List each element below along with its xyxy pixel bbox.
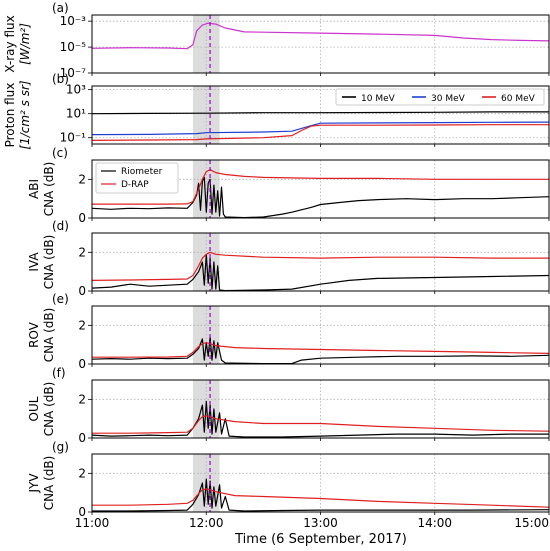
- y-axis-title-line: CNA (dB): [42, 308, 56, 363]
- legend-entry: 30 MeV: [431, 94, 466, 104]
- series-p10-line: [91, 111, 549, 115]
- series-riometer-line: [91, 400, 549, 438]
- y-axis-title-line: ABI: [27, 179, 41, 199]
- y-tick-label: 2: [78, 245, 86, 259]
- y-tick-label: 10⁻⁷: [60, 66, 87, 80]
- y-tick-label: 0: [78, 357, 86, 371]
- y-axis-title-line: X-ray flux: [3, 15, 17, 72]
- y-axis-title-line: IVA: [27, 252, 41, 272]
- y-tick-label: 10⁻¹: [60, 131, 87, 145]
- panel-label: (d): [52, 219, 69, 233]
- y-tick-label: 2: [78, 318, 86, 332]
- series-riometer-line: [91, 336, 550, 365]
- y-axis-title-line: JYV: [27, 473, 41, 494]
- panel-g: 2 0 (g) JYV CNA (dB): [27, 440, 550, 519]
- y-axis-title-line: [W/m²]: [18, 23, 32, 65]
- series-xray-line: [91, 22, 550, 50]
- panel-f: 2 0 (f) OUL CNA (dB): [27, 366, 550, 445]
- legend-entry: 10 MeV: [361, 94, 396, 104]
- y-tick-label: 0: [78, 211, 86, 225]
- y-tick-label: 10³: [66, 83, 86, 97]
- x-tick-label: 12:00: [189, 516, 224, 530]
- y-tick-label: 0: [78, 284, 86, 298]
- legend-entry: Riometer: [121, 167, 163, 177]
- legend-entry: 60 MeV: [501, 94, 536, 104]
- y-axis-title-line: CNA (dB): [42, 235, 56, 290]
- y-axis-title-line: CNA (dB): [42, 162, 56, 217]
- shared-x-axis: 11:00 12:00 13:00 14:00 15:00: [75, 516, 549, 530]
- y-tick-label: 10¹: [66, 107, 86, 121]
- series-drap-line: [91, 251, 549, 281]
- y-axis-title-line: CNA (dB): [42, 456, 56, 511]
- x-tick-label: 13:00: [303, 516, 338, 530]
- panel-a: 10⁻³ 10⁻⁵ 10⁻⁷ (a) X-ray flux [W/m²]: [3, 1, 550, 80]
- y-tick-label: 2: [78, 466, 86, 480]
- x-tick-label: 11:00: [75, 516, 110, 530]
- series-riometer-line: [92, 478, 550, 512]
- series-p30-line: [91, 121, 550, 136]
- panel-d: 2 0 (d) IVA CNA (dB): [27, 219, 550, 298]
- panel-label: (f): [52, 366, 66, 380]
- y-axis-title-line: ROV: [27, 321, 41, 348]
- panel-label: (c): [52, 146, 68, 160]
- panel-label: (b): [52, 72, 69, 86]
- series-p60-line: [91, 124, 549, 141]
- y-tick-label: 10⁻³: [60, 14, 87, 28]
- legend-box: [335, 88, 545, 106]
- series-drap-line: [92, 169, 549, 205]
- y-axis-title-line: CNA (dB): [42, 382, 56, 437]
- y-tick-label: 2: [78, 172, 86, 186]
- y-tick-label: 2: [78, 392, 86, 406]
- y-tick-label: 0: [78, 431, 86, 445]
- legend-box: [95, 162, 179, 194]
- y-tick-label: 0: [78, 505, 86, 519]
- legend-entry: D-RAP: [121, 180, 149, 190]
- panel-label: (g): [52, 440, 69, 454]
- series-riometer-line: [91, 253, 550, 292]
- x-tick-label: 14:00: [417, 516, 452, 530]
- y-axis-title-line: [1/cm² s sr]: [18, 80, 32, 150]
- x-tick-label: 15:00: [514, 516, 549, 530]
- series-drap-line: [92, 415, 550, 434]
- panel-b: 10³ 10¹ 10⁻¹ (b) Proton flux [1/cm² s sr] 10 M…: [3, 72, 550, 150]
- panel-label: (e): [52, 292, 69, 306]
- panel-label: (a): [52, 1, 69, 15]
- panels-group: 10⁻³ 10⁻⁵ 10⁻⁷ (a) X-ray flux [W/m²] 10³ 10¹ 10⁻…: [3, 1, 550, 519]
- y-axis-title-line: Proton flux: [3, 83, 17, 148]
- y-axis-title-line: OUL: [27, 396, 41, 421]
- x-axis-title: Time (6 September, 2017): [234, 532, 407, 547]
- y-tick-label: 10⁻⁵: [60, 40, 87, 54]
- panel-c: 2 0 (c) ABI CNA (dB) Riometer D-RAP: [27, 146, 550, 225]
- panel-e: 2 0 (e) ROV CNA (dB): [27, 292, 550, 371]
